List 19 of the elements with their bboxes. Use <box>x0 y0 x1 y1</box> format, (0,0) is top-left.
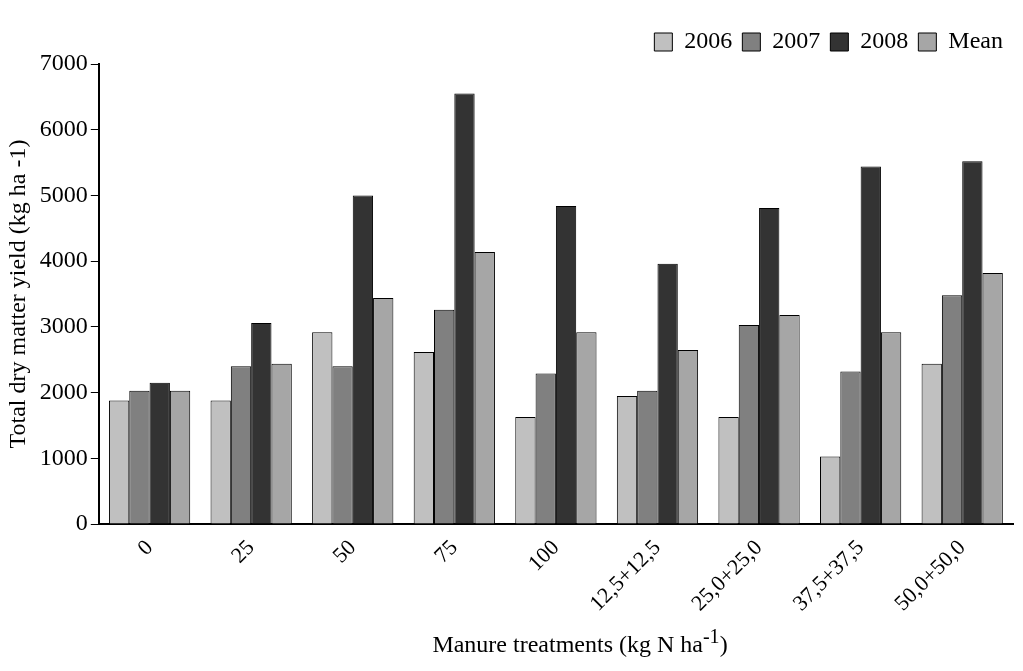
y-tick-label: 7000 <box>39 49 88 76</box>
x-tick-label: 75 <box>428 534 462 568</box>
x-tick-label: 0 <box>131 534 158 560</box>
legend-label: 2007 <box>772 27 821 54</box>
y-axis-title: Total dry matter yield (kg ha -1) <box>3 139 30 449</box>
y-tick-label: 3000 <box>39 312 88 339</box>
y-tick-label: 6000 <box>39 115 88 142</box>
legend-label: Mean <box>948 27 1004 54</box>
y-tick-label: 4000 <box>39 246 88 273</box>
x-tick-label: 50 <box>327 534 361 568</box>
x-axis-title: Manure treatments (kg N ha$^{-1}$) <box>431 625 729 658</box>
legend-label: 2006 <box>684 27 733 54</box>
x-tick-label: 25 <box>225 534 259 568</box>
x-tick-label: 100 <box>522 534 564 576</box>
y-tick-label: 0 <box>75 509 88 536</box>
y-tick-label: 5000 <box>39 180 88 207</box>
legend-label: 2008 <box>860 27 909 54</box>
y-tick-label: 1000 <box>39 443 88 470</box>
y-tick-label: 2000 <box>39 377 88 404</box>
